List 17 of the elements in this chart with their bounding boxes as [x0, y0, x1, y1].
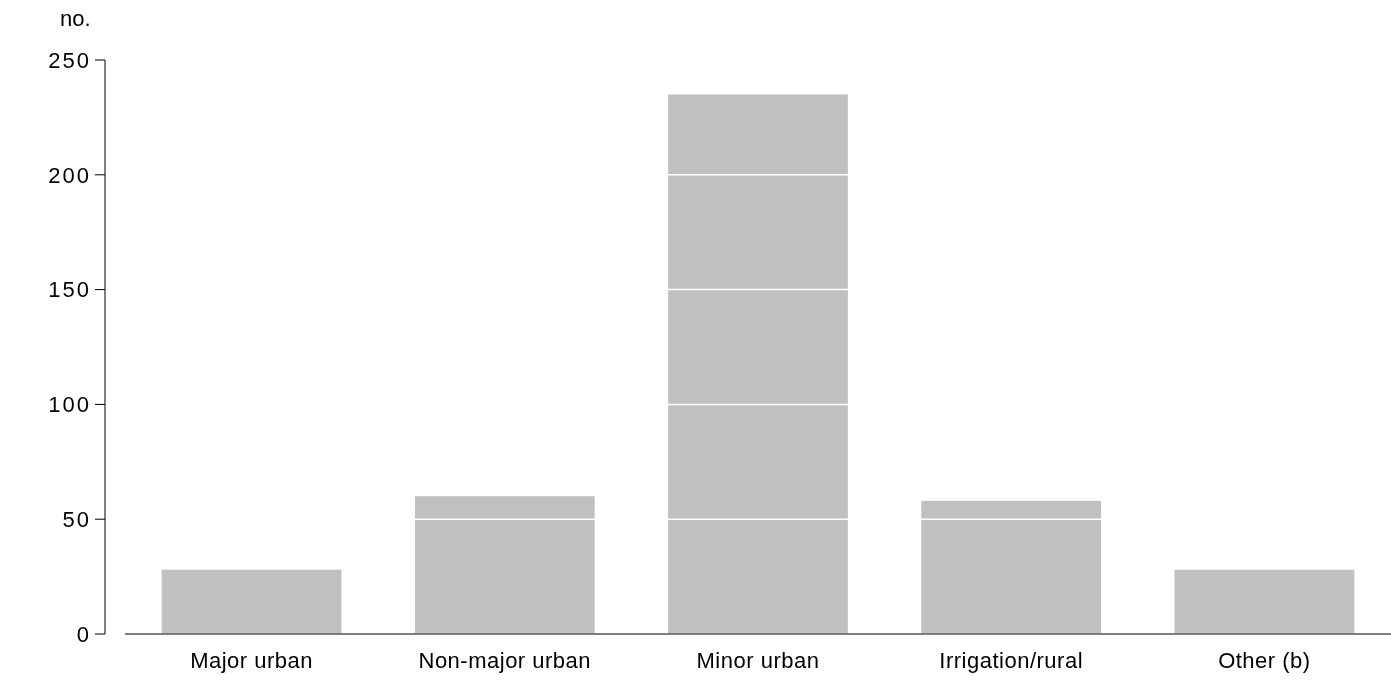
- y-tick-label: 250: [48, 47, 91, 73]
- bar: [414, 496, 595, 634]
- y-tick-label: 100: [48, 392, 91, 418]
- bar: [921, 500, 1102, 634]
- bar: [1174, 569, 1355, 634]
- y-tick-label: 0: [76, 621, 91, 647]
- x-tick-label: Irrigation/rural: [939, 648, 1084, 673]
- x-tick-label: Minor urban: [696, 648, 820, 673]
- x-tick-label: Major urban: [190, 648, 314, 673]
- x-tick-label: Other (b): [1218, 648, 1311, 673]
- x-tick-label: Non-major urban: [418, 648, 592, 673]
- bar: [161, 569, 342, 634]
- y-tick-label: 150: [48, 277, 91, 303]
- y-tick-label: 200: [48, 162, 91, 188]
- bar: [668, 94, 848, 634]
- y-tick-label: 50: [62, 506, 91, 532]
- y-axis-title: no.: [60, 6, 91, 31]
